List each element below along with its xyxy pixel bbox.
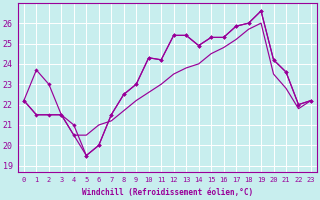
X-axis label: Windchill (Refroidissement éolien,°C): Windchill (Refroidissement éolien,°C): [82, 188, 253, 197]
